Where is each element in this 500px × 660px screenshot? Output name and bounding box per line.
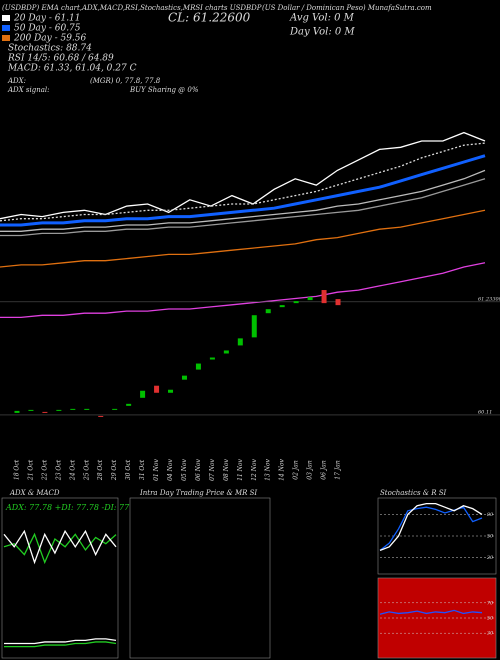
x-tick-label: 30 Oct xyxy=(125,459,132,480)
adx-value: (MGR) 0, 77.8, 77.8 xyxy=(90,77,161,85)
panel-annotation: ADX: 77.78 +DI: 77.78 -DI: 77.78 xyxy=(5,503,142,512)
series-line xyxy=(0,178,486,237)
avg-volume: Avg Vol: 0 M xyxy=(289,13,355,24)
x-tick-label: 18 Oct xyxy=(13,459,20,480)
stat: Stochastics: 88.74 xyxy=(8,44,92,54)
candle xyxy=(14,410,20,413)
x-tick-label: 07 Nov xyxy=(209,458,216,480)
x-tick-label: 02 Jan xyxy=(293,460,300,480)
candle xyxy=(237,338,243,346)
x-tick-label: 06 Jan xyxy=(321,460,328,480)
panel xyxy=(1,497,119,659)
candle xyxy=(140,390,146,398)
day-volume: Day Vol: 0 M xyxy=(289,27,355,38)
adx-signal: BUY Sharing @ 0% xyxy=(129,86,199,94)
stat: MACD: 61.33, 61.04, 0.27 C xyxy=(7,64,137,74)
legend-swatch xyxy=(2,25,10,31)
series-line xyxy=(4,638,117,645)
legend-swatch xyxy=(2,15,10,21)
x-tick-label: 13 Nov xyxy=(265,458,272,480)
subtitle: (US Dollar / Dominican Peso) MunafaSutra… xyxy=(262,4,432,12)
panel-title: ADX & MACD xyxy=(9,489,60,497)
y-tick-label: 80 xyxy=(487,512,494,518)
candle xyxy=(28,409,34,411)
candle xyxy=(154,385,160,393)
x-tick-label: 05 Nov xyxy=(181,458,188,480)
candle xyxy=(56,409,62,411)
candle xyxy=(70,408,76,410)
candle xyxy=(307,297,313,301)
y-tick-label: 20 xyxy=(486,555,494,561)
candle xyxy=(112,408,118,410)
x-tick-label: 29 Oct xyxy=(111,459,118,481)
x-tick-label: 08 Nov xyxy=(223,458,230,480)
page-title: (USDBDP) EMA chart,ADX,MACD,RSI,Stochast… xyxy=(2,4,262,12)
candle xyxy=(181,375,187,380)
candle xyxy=(209,357,215,360)
candle xyxy=(223,350,229,354)
ema-label: 200 Day - 59.56 xyxy=(13,34,87,44)
series-line xyxy=(379,609,483,615)
panel-title: Intra Day Trading Price & MR SI xyxy=(139,489,257,497)
adx-signal-label: ADX signal: xyxy=(7,86,49,94)
x-tick-label: 21 Oct xyxy=(27,459,34,481)
x-tick-label: 22 Oct xyxy=(41,459,48,481)
x-tick-label: 23 Oct xyxy=(55,459,62,481)
series-line xyxy=(4,641,117,648)
y-tick-label: 50 xyxy=(487,616,494,622)
x-tick-label: 01 Nov xyxy=(153,458,160,480)
x-tick-label: 12 Nov xyxy=(251,458,258,480)
candle xyxy=(84,408,90,410)
x-tick-label: 31 Oct xyxy=(139,459,146,480)
ema-label: 20 Day - 61.11 xyxy=(13,14,81,24)
series-line xyxy=(0,209,486,268)
panel xyxy=(129,497,271,659)
x-tick-label: 17 Jan xyxy=(335,460,342,480)
x-tick-label: 03 Jan xyxy=(307,460,314,480)
candle xyxy=(98,415,104,417)
y-tick-label: 50 xyxy=(487,534,494,540)
candle xyxy=(195,363,201,370)
y-tick-label: 30 xyxy=(487,631,494,637)
x-tick-label: 11 Nov xyxy=(237,458,244,480)
candle xyxy=(42,411,48,413)
series-line xyxy=(379,506,483,551)
candle xyxy=(279,305,285,308)
x-tick-label: 24 Oct xyxy=(69,459,76,481)
adx-label: ADX: xyxy=(7,77,26,85)
legend-swatch xyxy=(2,35,10,41)
candle xyxy=(126,403,132,406)
series-line xyxy=(0,154,486,227)
series-line xyxy=(379,502,483,552)
series-line xyxy=(3,529,117,565)
candle xyxy=(293,301,299,304)
y-tick-label: 60.11 xyxy=(478,409,492,415)
x-tick-label: 28 Oct xyxy=(97,459,104,481)
candle xyxy=(265,309,271,314)
stat: RSI 14/5: 60.68 / 64.89 xyxy=(7,54,114,64)
candle xyxy=(251,315,257,338)
x-tick-label: 25 Oct xyxy=(83,459,90,481)
candle xyxy=(321,290,327,304)
x-tick-label: 14 Nov xyxy=(279,458,286,480)
series-line xyxy=(0,169,486,232)
x-tick-label: 06 Nov xyxy=(195,458,202,480)
series-line xyxy=(0,142,486,222)
y-tick-label: 61.23300 xyxy=(478,296,500,302)
series-line xyxy=(0,131,486,220)
x-tick-label: 04 Nov xyxy=(167,458,174,480)
candle xyxy=(335,299,341,306)
close-price: CL: 61.22600 xyxy=(168,11,251,25)
ema-label: 50 Day - 60.75 xyxy=(14,24,81,34)
candle xyxy=(168,389,174,393)
series-line xyxy=(0,262,486,319)
panel-title: Stochastics & R SI xyxy=(380,489,447,497)
y-tick-label: 70 xyxy=(487,600,494,606)
